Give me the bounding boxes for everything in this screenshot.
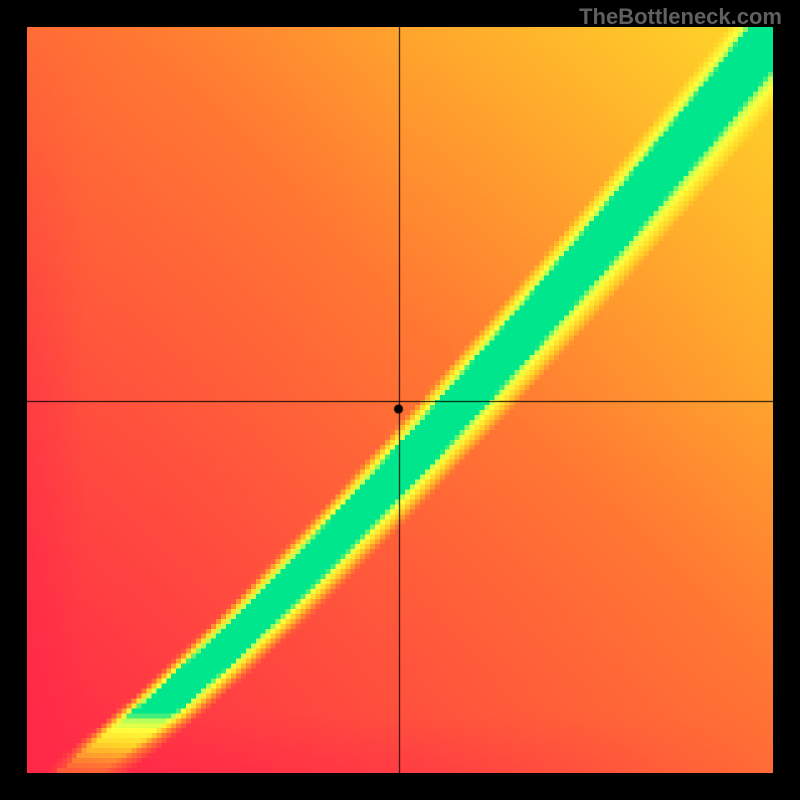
chart-container: TheBottleneck.com [0,0,800,800]
bottleneck-heatmap [27,27,773,773]
watermark-text: TheBottleneck.com [579,4,782,30]
